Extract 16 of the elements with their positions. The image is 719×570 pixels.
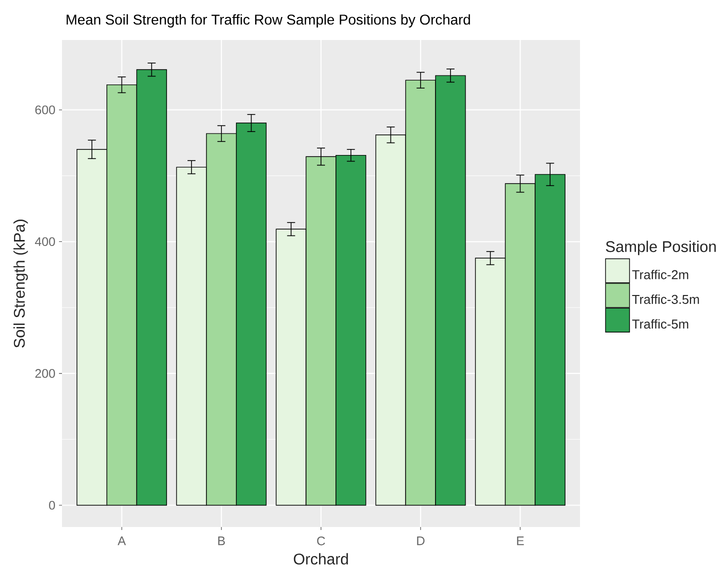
x-tick-label: A xyxy=(118,536,126,546)
x-tick-label: E xyxy=(517,536,524,546)
y-axis-title: Soil Strength (kPa) xyxy=(13,220,28,348)
x-axis-title: Orchard xyxy=(294,553,348,565)
legend-title: Sample Position xyxy=(606,240,716,256)
legend-label: Traffic-3.5m xyxy=(632,294,699,304)
x-tick-label: B xyxy=(218,536,225,546)
y-tick-label: 600 xyxy=(35,105,55,114)
y-tick-label: 400 xyxy=(34,237,55,246)
y-tick-label: 200 xyxy=(35,369,55,378)
chart-title: Mean Soil Strength for Traffic Row Sample Positions by Orchard xyxy=(66,14,470,28)
legend-label: Traffic-2m xyxy=(632,270,688,280)
x-tick-label: D xyxy=(417,536,425,546)
legend-label: Traffic-5m xyxy=(632,319,688,329)
y-tick-label: 0 xyxy=(49,500,55,510)
x-tick-label: C xyxy=(317,536,326,546)
